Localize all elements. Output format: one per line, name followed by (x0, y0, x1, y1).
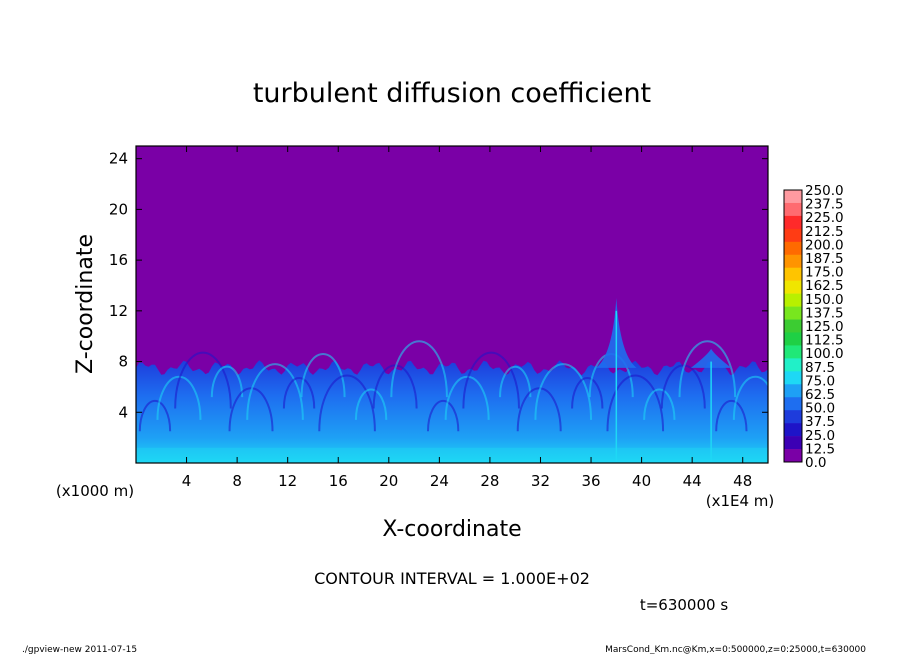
x-tick-label: 24 (430, 472, 449, 490)
colorbar-label: 37.5 (805, 414, 835, 430)
turbulence-swirl (732, 375, 768, 420)
turbulence-swirl (246, 363, 304, 420)
colorbar-label: 200.0 (805, 237, 844, 253)
colorbar-swatch (784, 358, 802, 372)
x-tick-label: 8 (232, 472, 242, 490)
y-axis-label: Z-coordinate (73, 234, 98, 374)
colorbar-swatch (784, 228, 802, 243)
y-tick-label: 20 (109, 200, 128, 218)
turbulent-layer (136, 360, 768, 463)
plot-area (136, 146, 768, 463)
colorbar-swatch (784, 280, 802, 294)
colorbar-label: 175.0 (805, 265, 844, 281)
y-tick-label: 4 (118, 403, 128, 421)
x-unit-label: (x1E4 m) (706, 492, 775, 510)
colorbar-label: 50.0 (805, 401, 835, 417)
x-tick-label: 44 (683, 472, 702, 490)
turbulence-swirl (571, 377, 604, 409)
x-tick-label: 4 (182, 472, 192, 490)
colorbar-label: 75.0 (805, 373, 835, 389)
y-tick-label: 8 (118, 353, 128, 371)
colorbar-label: 62.5 (805, 387, 835, 403)
plume-feature (690, 348, 732, 368)
colorbar-swatch (784, 267, 802, 281)
turbulence-swirl (678, 340, 737, 398)
x-tick-label: 40 (632, 472, 651, 490)
x-axis-label: X-coordinate (382, 517, 521, 542)
colorbar-label: 137.5 (805, 305, 844, 321)
turbulence-swirl (606, 374, 665, 432)
x-tick-label: 28 (480, 472, 499, 490)
x-tick-label: 32 (531, 472, 550, 490)
colorbar-swatch (784, 190, 802, 204)
colorbar: 250.0237.5225.0212.5200.0187.5175.0162.5… (783, 183, 844, 471)
time-stamp: t=630000 s (640, 596, 728, 614)
turbulence-swirl (426, 399, 460, 432)
colorbar-label: 112.5 (805, 333, 844, 349)
x-axis: 4 8 12 16 20 24 28 32 36 40 44 48 (182, 146, 752, 490)
colorbar-label: 162.5 (805, 278, 844, 294)
y-tick-label: 12 (109, 302, 128, 320)
turbulence-swirl (300, 353, 346, 398)
colorbar-swatch (784, 436, 802, 450)
colorbar-swatch (784, 384, 802, 398)
colorbar-swatch (784, 254, 802, 269)
colorbar-swatch (784, 332, 802, 346)
turbulence-swirl (643, 388, 676, 420)
colorbar-swatch (784, 202, 802, 217)
surface-band (136, 447, 768, 463)
turbulence-swirl (390, 340, 448, 398)
colorbar-swatch (784, 215, 802, 230)
turbulence-swirl (499, 365, 532, 398)
turbulence-swirl (516, 387, 562, 432)
x-tick-label: 48 (733, 472, 752, 490)
colorbar-label: 150.0 (805, 292, 844, 308)
turbulence-swirl (282, 377, 316, 409)
x-tick-label: 16 (329, 472, 348, 490)
y-tick-label: 16 (109, 251, 128, 269)
turbulence-swirl (318, 374, 376, 432)
turbulence-swirl (210, 365, 244, 398)
colorbar-label: 187.5 (805, 251, 844, 267)
colorbar-label: 25.0 (805, 428, 835, 444)
colorbar-swatch (784, 293, 802, 307)
colorbar-swatch (784, 371, 802, 385)
footer-left: ./gpview-new 2011-07-15 (22, 645, 137, 654)
plot-frame (135, 145, 769, 464)
colorbar-swatch (784, 306, 802, 320)
colorbar-label: 100.0 (805, 346, 844, 362)
turbulence-swirl (354, 388, 388, 420)
footer-right: MarsCond_Km.nc@Km,x=0:500000,z=0:25000,t… (605, 645, 866, 654)
colorbar-label: 225.0 (805, 210, 844, 226)
y-axis: 4 8 12 16 20 24 (109, 150, 768, 421)
contour-interval-note: CONTOUR INTERVAL = 1.000E+02 (314, 569, 590, 588)
colorbar-frame (783, 189, 803, 463)
chart-title: turbulent diffusion coefficient (253, 78, 651, 109)
colorbar-label: 237.5 (805, 197, 844, 213)
colorbar-label: 87.5 (805, 360, 835, 376)
colorbar-swatch (784, 397, 802, 411)
colorbar-swatch (784, 423, 802, 437)
colorbar-swatch (784, 241, 802, 256)
turbulence-swirl (534, 363, 593, 420)
colorbar-swatch (784, 319, 802, 333)
colorbar-label: 125.0 (805, 319, 844, 335)
y-unit-label: (x1000 m) (56, 482, 134, 500)
turbulence-swirl (138, 399, 172, 432)
x-tick-label: 36 (581, 472, 600, 490)
colorbar-swatch (784, 449, 802, 463)
turbulence-swirl (715, 399, 748, 432)
colorbar-swatch (784, 345, 802, 359)
colorbar-label: 12.5 (805, 441, 835, 457)
turbulence-swirl (174, 351, 232, 409)
y-tick-label: 24 (109, 150, 128, 168)
turbulence-swirl (462, 351, 520, 409)
colorbar-label: 212.5 (805, 224, 844, 240)
colorbar-swatch (784, 410, 802, 424)
colorbar-label: 250.0 (805, 183, 844, 199)
x-tick-label: 12 (278, 472, 297, 490)
x-tick-label: 20 (379, 472, 398, 490)
colorbar-label: 0.0 (805, 455, 826, 471)
